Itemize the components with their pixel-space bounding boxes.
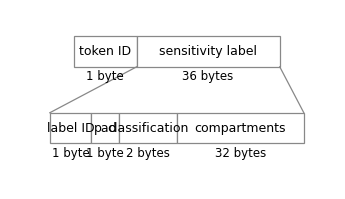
Text: 1 byte: 1 byte (86, 147, 124, 160)
Text: classification: classification (107, 122, 189, 135)
Text: 2 bytes: 2 bytes (126, 147, 170, 160)
Bar (74, 36, 137, 67)
Text: label ID: label ID (47, 122, 94, 135)
Bar (137, 36, 280, 67)
Text: 1 byte: 1 byte (52, 147, 90, 160)
Text: 36 bytes: 36 bytes (183, 70, 234, 83)
Text: sensitivity label: sensitivity label (159, 45, 257, 58)
Text: 32 bytes: 32 bytes (215, 147, 266, 160)
Text: 1 byte: 1 byte (86, 70, 124, 83)
Bar (177, 113, 304, 143)
Bar (50, 113, 91, 143)
Text: compartments: compartments (195, 122, 286, 135)
Bar (91, 113, 119, 143)
Bar (119, 113, 177, 143)
Text: pad: pad (93, 122, 117, 135)
Text: token ID: token ID (79, 45, 131, 58)
